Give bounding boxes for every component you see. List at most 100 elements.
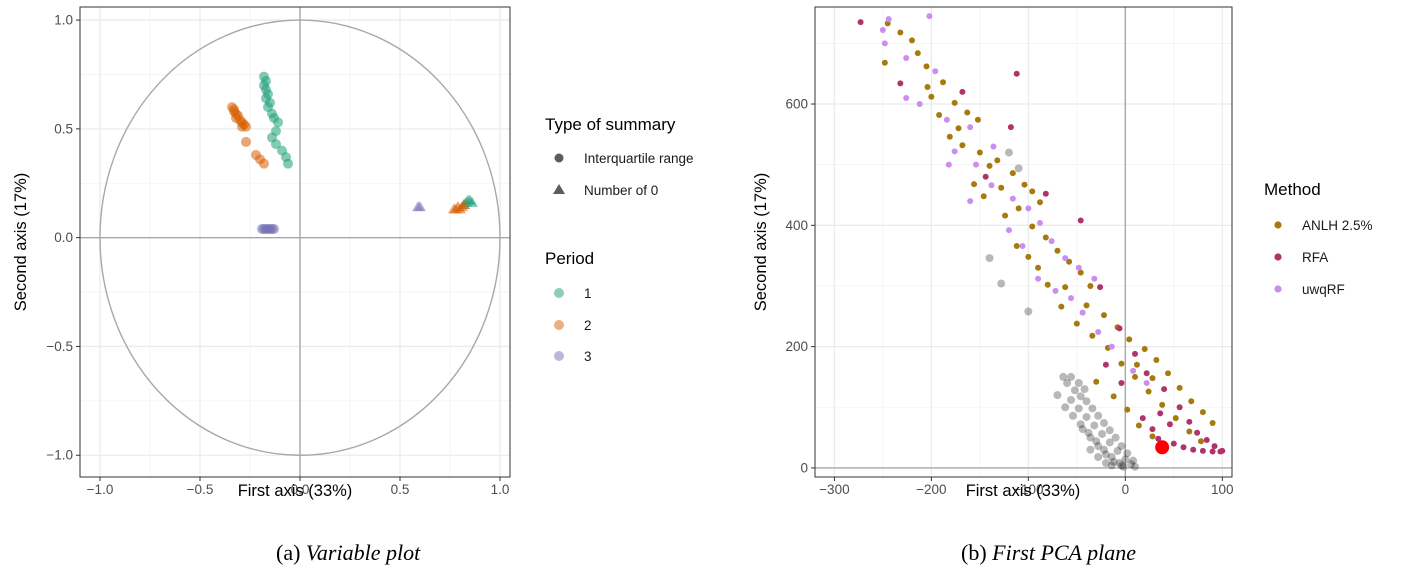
plot-b-points <box>857 13 1226 471</box>
legend-key-anlh <box>1274 221 1282 229</box>
method-point-anlh-2-5- <box>959 142 966 149</box>
x-tick-label: −300 <box>819 482 849 497</box>
method-point-anlh-2-5- <box>1036 199 1043 206</box>
observation-point-background <box>1059 372 1068 381</box>
method-point-uwqrf <box>1108 343 1115 350</box>
method-point-uwqrf <box>943 116 950 123</box>
plot-b-ticks: −300 −200 −100 0 100 0 200 400 600 <box>785 97 1233 497</box>
observation-point-background <box>1107 461 1116 470</box>
observation-point-background <box>1078 425 1087 434</box>
caption-a-text: Variable plot <box>305 540 421 565</box>
method-point-anlh-2-5- <box>1153 356 1160 363</box>
method-point-anlh-2-5- <box>1188 398 1195 405</box>
observation-point-background <box>1119 462 1128 471</box>
method-point-anlh-2-5- <box>1164 370 1171 377</box>
plot-b-grid <box>815 7 1232 477</box>
method-point-rfa <box>1097 284 1104 291</box>
legend-key-period-1 <box>554 288 564 298</box>
method-point-anlh-2-5- <box>980 193 987 200</box>
plot-a-legend: Type of summary Interquartile range Numb… <box>545 115 694 364</box>
method-point-rfa <box>982 173 989 180</box>
method-point-anlh-2-5- <box>971 181 978 188</box>
observation-point-background <box>1107 452 1116 461</box>
observation-point-background <box>1105 438 1114 447</box>
observation-point-background <box>1115 459 1124 468</box>
method-point-anlh-2-5- <box>1002 212 1009 219</box>
method-point-uwqrf <box>932 68 939 75</box>
pca-plane-panel: −300 −200 −100 0 100 0 200 400 600 First axis (3… <box>752 6 1373 500</box>
method-point-uwqrf <box>881 40 888 47</box>
observation-point-background <box>1061 403 1070 412</box>
method-point-uwqrf <box>1062 255 1069 262</box>
method-point-anlh-2-5- <box>1073 320 1080 327</box>
y-tick-label: 0.0 <box>54 230 73 245</box>
observation-point-background <box>1067 395 1076 404</box>
method-point-anlh-2-5- <box>1029 188 1036 195</box>
method-point-uwqrf <box>967 124 974 131</box>
observation-point-background <box>1080 385 1089 394</box>
method-point-uwqrf <box>903 94 910 101</box>
observation-point-background <box>1121 455 1130 464</box>
method-point-uwqrf <box>988 182 995 189</box>
observation-point-background <box>1082 412 1091 421</box>
observation-point-background <box>1074 404 1083 413</box>
observation-point-background <box>1131 462 1140 471</box>
observation-point-background <box>1094 411 1103 420</box>
method-point-uwqrf <box>1052 287 1059 294</box>
method-point-uwqrf <box>1095 329 1102 336</box>
method-point-anlh-2-5- <box>951 99 958 106</box>
observation-point-background <box>1113 446 1122 455</box>
method-point-uwqrf <box>1075 264 1082 271</box>
method-point-uwqrf <box>951 148 958 155</box>
method-point-uwqrf <box>972 161 979 168</box>
variable-point-circle <box>269 223 279 234</box>
observation-point-background <box>1074 379 1083 387</box>
variable-point-circle <box>271 139 281 150</box>
legend-shape-title: Type of summary <box>545 115 676 134</box>
y-tick-label: 1.0 <box>54 13 73 28</box>
caption-a: (a) Variable plot <box>276 540 420 566</box>
legend-item-period-3: 3 <box>584 349 592 364</box>
method-point-anlh-2-5- <box>914 50 921 57</box>
legend-item-period-1: 1 <box>584 286 592 301</box>
method-point-uwqrf <box>1005 227 1012 234</box>
method-point-anlh-2-5- <box>923 63 930 70</box>
method-point-rfa <box>1211 443 1218 450</box>
method-point-anlh-2-5- <box>897 29 904 36</box>
method-point-rfa <box>1166 421 1173 428</box>
legend-item-anlh: ANLH 2.5% <box>1302 218 1373 233</box>
method-point-anlh-2-5- <box>1013 242 1020 249</box>
variable-point-triangle <box>466 196 478 207</box>
method-point-anlh-2-5- <box>1093 378 1100 385</box>
method-point-anlh-2-5- <box>1110 393 1117 400</box>
observation-point-background <box>1004 148 1013 157</box>
observation-point-background <box>1094 452 1103 461</box>
method-point-anlh-2-5- <box>1199 409 1206 416</box>
method-point-anlh-2-5- <box>1009 170 1016 177</box>
observation-point-background <box>1123 449 1132 458</box>
method-point-anlh-2-5- <box>1025 253 1032 260</box>
method-point-anlh-2-5- <box>1126 336 1133 343</box>
method-point-rfa <box>1199 447 1206 454</box>
observation-point-background <box>1092 437 1101 446</box>
method-point-anlh-2-5- <box>1054 247 1061 254</box>
method-point-uwqrf <box>1035 275 1042 282</box>
caption-b: (b) First PCA plane <box>961 540 1136 566</box>
method-point-anlh-2-5- <box>1015 205 1022 212</box>
legend-period-title: Period <box>545 249 594 268</box>
method-point-anlh-2-5- <box>1089 332 1096 339</box>
observation-point-background <box>1129 456 1138 465</box>
observation-point-background <box>1117 442 1126 451</box>
x-tick-label: −200 <box>916 482 946 497</box>
method-point-anlh-2-5- <box>908 37 915 44</box>
observation-point-background <box>1076 392 1085 401</box>
legend-item-number-of-0: Number of 0 <box>584 183 658 198</box>
method-point-anlh-2-5- <box>1118 360 1125 367</box>
caption-a-label: (a) <box>276 540 301 565</box>
observation-point-background <box>1099 445 1108 454</box>
observation-point-background <box>1101 450 1110 459</box>
observation-point-background <box>1088 404 1097 413</box>
method-point-uwqrf <box>1079 309 1086 316</box>
y-tick-label: 0 <box>800 460 808 475</box>
y-tick-label: −1.0 <box>46 448 73 463</box>
